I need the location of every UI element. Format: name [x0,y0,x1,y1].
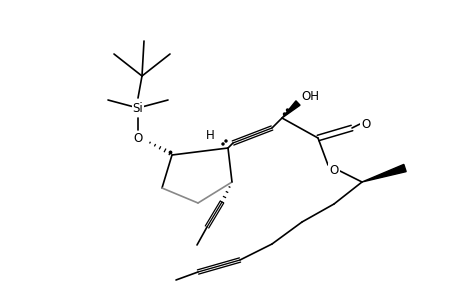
Text: OH: OH [300,89,318,103]
Circle shape [283,113,285,115]
Text: O: O [361,118,370,130]
Circle shape [224,140,226,142]
Circle shape [222,143,224,145]
Polygon shape [281,101,299,118]
Text: O: O [329,164,338,176]
Text: O: O [133,131,142,145]
Circle shape [286,109,288,111]
Polygon shape [361,164,405,182]
Text: H: H [205,128,214,142]
Circle shape [169,151,171,154]
Text: Si: Si [132,101,143,115]
